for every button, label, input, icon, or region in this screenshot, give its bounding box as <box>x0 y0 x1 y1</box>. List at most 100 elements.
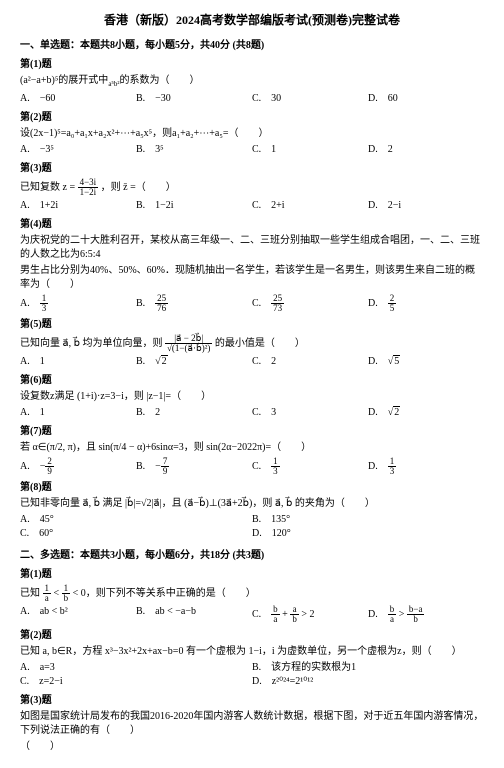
q7-d-pre: D. <box>368 460 388 471</box>
m2-opt-b: B. 该方程的实数根为1 <box>252 661 484 675</box>
q6-d-pre: D. <box>368 407 388 418</box>
m1-c-frac2: ab <box>290 605 299 624</box>
m2-opt-d: D. z²⁰²⁴=2¹⁰¹² <box>252 675 484 689</box>
q7-a-pre: A. − <box>20 460 45 471</box>
m2-number: 第(2)题 <box>20 629 484 643</box>
q2-options: A. −3⁵ B. 3⁵ C. 1 D. 2 <box>20 143 484 157</box>
q2-opt-b: B. 3⁵ <box>136 143 252 157</box>
q7-stem: 若 α∈(π/2, π)，且 sin(π/4 − α)+6sinα=3，则 si… <box>20 441 484 455</box>
q5-frac-den: √(1−(a⃗·b⃗)²) <box>165 344 212 353</box>
q6-d-sqrt: 2 <box>388 406 401 420</box>
m1-frac1-den: a <box>43 594 52 603</box>
m1-d-pre: D. <box>368 608 388 619</box>
q7-opt-a: A. −29 <box>20 457 136 476</box>
m1-number: 第(1)题 <box>20 568 484 582</box>
q4-d-pre: D. <box>368 297 388 308</box>
q4-c-pre: C. <box>252 297 271 308</box>
q4-a-pre: A. <box>20 297 40 308</box>
q3-opt-d: D. 2−i <box>368 199 484 213</box>
q5-d-pre: D. <box>368 356 388 367</box>
section-1-heading: 一、单选题：本题共8小题，每小题5分，共40分 (共8题) <box>20 39 484 53</box>
q7-options: A. −29 B. −79 C. 13 D. 13 <box>20 457 484 476</box>
q8-opt-b: B. 135° <box>252 513 484 527</box>
m1-c-den: a <box>271 615 280 624</box>
q4-b-frac: 2576 <box>155 294 168 313</box>
q1-stem-post: 的系数为（ ） <box>119 75 199 86</box>
q3-opt-b: B. 1−2i <box>136 199 252 213</box>
q6-opt-c: C. 3 <box>252 406 368 420</box>
m3-continuation: （ ） <box>20 740 484 754</box>
q2-opt-a: A. −3⁵ <box>20 143 136 157</box>
m1-c-frac1: ba <box>271 605 280 624</box>
m1-d-frac1: ba <box>388 605 397 624</box>
q3-stem-post: ，则 z̄ =（ ） <box>101 181 176 192</box>
q1-stem-sub: a⁵b² <box>108 80 119 88</box>
q3-opt-c: C. 2+i <box>252 199 368 213</box>
exam-title: 香港（新版）2024高考数学部编版考试(预测卷)完整试卷 <box>20 12 484 29</box>
q1-opt-d: D. 60 <box>368 92 484 106</box>
m1-frac2-den: b <box>62 594 71 603</box>
q5-stem-pre: 已知向量 a⃗, b⃗ 均为单位向量，则 <box>20 337 165 348</box>
q7-b-den: 9 <box>161 467 170 476</box>
q7-c-frac: 13 <box>271 457 280 476</box>
q2-stem: 设(2x−1)⁵=a₀+a₁x+a₂x²+⋯+a₅x⁵，则a₁+a₂+⋯+a₅=… <box>20 127 484 141</box>
q4-a-den: 3 <box>40 304 49 313</box>
m2-opt-c: C. z=2−i <box>20 675 252 689</box>
m1-d-mid: > <box>396 608 407 619</box>
m1-opt-c: C. ba + ab > 2 <box>252 605 368 624</box>
q5-b-pre: B. <box>136 356 155 367</box>
q6-opt-b: B. 2 <box>136 406 252 420</box>
q8-opt-d: D. 120° <box>252 527 484 541</box>
q7-a-den: 9 <box>45 467 54 476</box>
q3-frac-den: 1−2i <box>78 188 99 197</box>
m1-frac1: 1a <box>43 584 52 603</box>
m3-number: 第(3)题 <box>20 694 484 708</box>
q5-d-sqrt: 5 <box>388 355 401 369</box>
q1-opt-c: C. 30 <box>252 92 368 106</box>
m1-d-frac2: b−ab <box>407 605 425 624</box>
q3-opt-a: A. 1+2i <box>20 199 136 213</box>
q4-c-den: 73 <box>271 304 284 313</box>
q5-d-rad: 5 <box>393 355 400 367</box>
q4-opt-d: D. 25 <box>368 294 484 313</box>
q7-c-den: 3 <box>271 467 280 476</box>
q4-d-frac: 25 <box>388 294 397 313</box>
q3-number: 第(3)题 <box>20 162 484 176</box>
m1-stem-post: < 0，则下列不等关系中正确的是（ ） <box>73 587 256 598</box>
q4-c-frac: 2573 <box>271 294 284 313</box>
m3-stem: 如图是国家统计局发布的我国2016-2020年国内游客人数统计数据，根据下图，对… <box>20 710 484 738</box>
q1-stem: (a²−a+b)⁵的展开式中a⁵b²的系数为（ ） <box>20 74 484 90</box>
m1-opt-a: A. ab < b² <box>20 605 136 624</box>
m1-d-den2: b <box>407 615 425 624</box>
q5-opt-c: C. 2 <box>252 355 368 369</box>
q7-d-frac: 13 <box>388 457 397 476</box>
q7-d-den: 3 <box>388 467 397 476</box>
m1-stem-pre: 已知 <box>20 587 43 598</box>
q1-opt-a: A. −60 <box>20 92 136 106</box>
m1-stem: 已知 1a < 1b < 0，则下列不等关系中正确的是（ ） <box>20 584 484 603</box>
q7-number: 第(7)题 <box>20 425 484 439</box>
q5-stem-post: 的最小值是（ ） <box>215 337 305 348</box>
q8-opt-a: A. 45° <box>20 513 252 527</box>
q7-opt-d: D. 13 <box>368 457 484 476</box>
m1-opt-b: B. ab < −a−b <box>136 605 252 624</box>
q7-a-frac: 29 <box>45 457 54 476</box>
q1-options: A. −60 B. −30 C. 30 D. 60 <box>20 92 484 106</box>
q5-fraction: |a⃗ − 2b⃗|√(1−(a⃗·b⃗)²) <box>165 334 212 353</box>
m1-c-post: > 2 <box>299 608 315 619</box>
q4-b-pre: B. <box>136 297 155 308</box>
q3-fraction: 4−3i1−2i <box>78 178 99 197</box>
q2-opt-c: C. 1 <box>252 143 368 157</box>
q6-options: A. 1 B. 2 C. 3 D. 2 <box>20 406 484 420</box>
q4-d-den: 5 <box>388 304 397 313</box>
q4-a-frac: 13 <box>40 294 49 313</box>
q1-number: 第(1)题 <box>20 58 484 72</box>
q6-number: 第(6)题 <box>20 374 484 388</box>
q5-opt-a: A. 1 <box>20 355 136 369</box>
m1-frac2: 1b <box>62 584 71 603</box>
m2-stem: 已知 a, b∈R，方程 x³−3x²+2x+ax−b=0 有一个虚根为 1−i… <box>20 645 484 659</box>
q3-stem-pre: 已知复数 z = <box>20 181 78 192</box>
q2-number: 第(2)题 <box>20 111 484 125</box>
q6-d-rad: 2 <box>393 406 400 418</box>
m1-c-den2: b <box>290 615 299 624</box>
